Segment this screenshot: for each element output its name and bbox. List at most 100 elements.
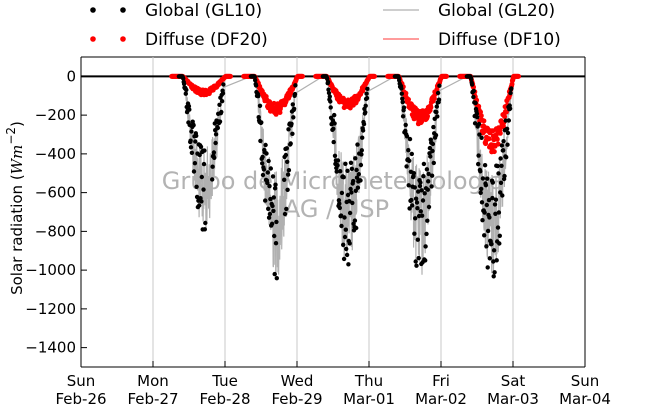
global-point: [349, 166, 355, 171]
global-point: [483, 183, 489, 188]
global-point: [413, 259, 418, 264]
global-point: [400, 99, 405, 105]
global-point: [508, 90, 513, 96]
global-point: [485, 228, 491, 234]
global-point: [335, 158, 341, 163]
global-point: [491, 248, 497, 253]
global-point: [292, 91, 298, 97]
y-tick-label: −400: [35, 145, 76, 163]
global-point: [273, 241, 279, 246]
global-point: [267, 183, 272, 189]
global-point: [199, 199, 204, 204]
global-point: [355, 185, 361, 190]
global-point: [352, 218, 358, 223]
global-point: [268, 196, 273, 202]
global-point: [210, 164, 215, 169]
global-point: [346, 262, 351, 267]
global-point: [484, 244, 489, 249]
global-point: [425, 218, 430, 223]
global-point: [504, 126, 510, 131]
legend-marker: [120, 7, 126, 13]
global-point: [188, 145, 194, 150]
global-point: [363, 103, 368, 109]
global-point: [469, 76, 474, 82]
global-point: [490, 180, 495, 185]
global-point: [344, 246, 349, 252]
global-point: [341, 242, 346, 247]
global-point: [404, 134, 410, 139]
global-point: [327, 94, 332, 99]
global-point: [361, 121, 367, 127]
global-point: [266, 206, 271, 211]
global-point: [406, 148, 411, 153]
x-tick-label-date: Feb-26: [55, 390, 106, 408]
x-tick-label-day: Sun: [67, 372, 96, 390]
global-point: [265, 180, 270, 186]
global-point: [435, 90, 441, 96]
global-point: [363, 110, 368, 115]
global-point: [471, 88, 476, 94]
global-point: [505, 142, 510, 147]
diffuse-point: [486, 136, 492, 142]
series-global-gl10-day-0: [176, 74, 226, 232]
global-point: [498, 190, 503, 195]
global-point: [400, 96, 405, 101]
global-point: [286, 127, 291, 132]
global-point: [420, 198, 426, 203]
watermark-line-1: Grupo de Micrometeorologia: [162, 167, 504, 195]
series-global-gl10-day-3: [392, 74, 442, 268]
y-tick-label: 0: [66, 67, 76, 85]
global-point: [494, 258, 499, 263]
global-point: [274, 219, 279, 225]
diffuse-point: [481, 118, 487, 124]
global-point: [338, 169, 343, 174]
global-point: [191, 123, 196, 128]
global-point: [429, 173, 435, 178]
global-point: [431, 160, 436, 166]
global-point: [415, 237, 420, 242]
global-point: [480, 176, 486, 181]
global-point: [326, 87, 331, 92]
global-point: [343, 161, 348, 166]
legend: Global (GL10) Diffuse (DF20) Global (GL20)…: [81, 1, 585, 58]
data-layer: [169, 73, 521, 281]
x-tick-label-date: Feb-28: [199, 390, 250, 408]
global-point: [424, 167, 430, 172]
global-point: [337, 205, 342, 211]
legend-marker: [90, 7, 96, 13]
series-diffuse-df20-day-0: [169, 73, 233, 98]
global-point: [184, 87, 189, 93]
global-point: [339, 223, 344, 229]
x-tick-label-date: Feb-29: [271, 390, 322, 408]
global-point: [419, 213, 425, 218]
global-point: [189, 150, 195, 155]
global-point: [478, 169, 483, 174]
global-point: [286, 168, 292, 173]
global-point: [282, 211, 288, 217]
global-point: [502, 173, 507, 179]
global-point: [285, 172, 291, 177]
global-point: [285, 187, 290, 192]
legend-label: Diffuse (DF10): [438, 30, 561, 50]
global-point: [496, 210, 502, 215]
global-point: [189, 129, 194, 134]
global-point: [181, 81, 187, 87]
global-point: [423, 244, 428, 249]
global-point: [474, 111, 480, 116]
global-point: [343, 227, 348, 232]
legend-entry-3: Diffuse (DF10): [383, 30, 561, 50]
global-point: [284, 206, 289, 212]
global-point: [427, 145, 433, 151]
global-point: [293, 83, 298, 88]
global-point: [476, 153, 481, 158]
global-point: [433, 133, 439, 138]
global-point: [479, 200, 485, 205]
diffuse-point: [495, 141, 501, 147]
y-tick-label: −1200: [25, 300, 76, 318]
global-point: [417, 183, 423, 189]
global-point: [337, 201, 342, 206]
global-point: [493, 197, 499, 202]
series-global-gl10-day-2: [320, 74, 370, 267]
global-point: [414, 263, 419, 268]
global-point: [359, 152, 364, 157]
